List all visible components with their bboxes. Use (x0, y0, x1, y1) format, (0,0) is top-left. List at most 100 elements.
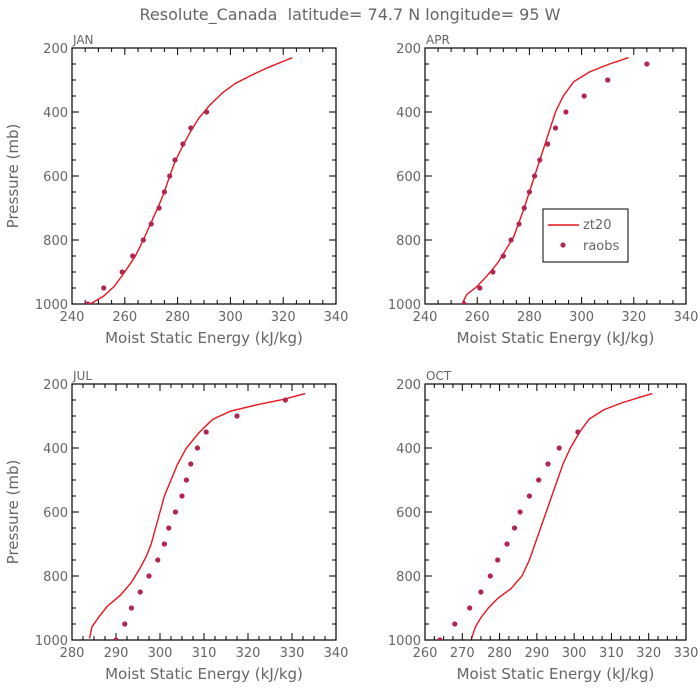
panel-label: OCT (426, 369, 452, 383)
raobs-point (532, 173, 538, 179)
x-tick-label: 320 (236, 646, 261, 661)
raobs-point (204, 109, 210, 115)
model-profile-line (462, 56, 629, 303)
panel-label: JUL (72, 369, 92, 383)
x-tick-label: 240 (413, 310, 438, 325)
y-tick-label: 400 (396, 106, 421, 121)
x-tick-label: 300 (218, 310, 243, 325)
x-tick-label: 320 (636, 646, 661, 661)
x-tick-label: 280 (165, 310, 190, 325)
x-tick-label: 300 (148, 646, 173, 661)
x-axis-label: Moist Static Energy (kJ/kg) (105, 329, 303, 347)
raobs-point (495, 557, 501, 563)
raobs-point (146, 573, 152, 579)
x-axis-label: Moist Static Energy (kJ/kg) (457, 665, 655, 683)
y-axis-label: Pressure (mb) (4, 460, 22, 565)
x-tick-label: 310 (192, 646, 217, 661)
raobs-point (452, 621, 458, 627)
raobs-point (537, 157, 543, 163)
raobs-point (148, 221, 154, 227)
raobs-point (526, 493, 533, 499)
plot-data (85, 56, 293, 304)
raobs-point (128, 605, 134, 611)
raobs-point (526, 189, 533, 195)
y-tick-label: 800 (43, 570, 68, 585)
raobs-point (508, 237, 514, 243)
x-tick-label: 260 (465, 310, 490, 325)
panel-apr: APR 240 260 280 300 320 340 200 400 600 800 1000 Moi… (388, 33, 699, 347)
x-tick-label: 340 (324, 310, 349, 325)
raobs-point (179, 493, 185, 499)
raobs-point (101, 285, 107, 291)
y-tick-label: 200 (43, 42, 68, 57)
x-axis-label: Moist Static Energy (kJ/kg) (105, 665, 303, 683)
raobs-point (282, 397, 288, 403)
raobs-point (188, 461, 194, 467)
x-tick-label: 310 (599, 646, 624, 661)
x-tick-label: 260 (112, 310, 137, 325)
x-tick-label: 290 (524, 646, 549, 661)
raobs-point (552, 125, 559, 131)
y-axis-label: Pressure (mb) (4, 124, 22, 229)
x-tick-label: 340 (324, 646, 349, 661)
raobs-point (563, 109, 569, 115)
panel-grid: JAN 240 260 280 300 320 340 200 400 600 800 1000 Moi… (4, 33, 698, 683)
model-profile-line (470, 392, 653, 639)
raobs-point (521, 205, 527, 211)
panel-oct: OCT 260 270 280 290 300 310 320 330 200 400 600 800 1… (388, 369, 699, 683)
raobs-point (545, 461, 551, 467)
y-tick-label: 1000 (35, 298, 68, 313)
x-tick-label: 280 (487, 646, 512, 661)
raobs-point (581, 93, 587, 99)
y-tick-label: 400 (43, 106, 68, 121)
x-tick-label: 300 (562, 646, 587, 661)
raobs-point (155, 557, 161, 563)
plot-frame (424, 383, 687, 641)
plot-frame (71, 47, 337, 305)
raobs-point (478, 589, 484, 595)
raobs-point (194, 445, 200, 451)
y-tick-label: 800 (396, 234, 421, 249)
x-tick-label: 270 (450, 646, 475, 661)
y-tick-label: 1000 (35, 634, 68, 649)
y-tick-label: 200 (43, 378, 68, 393)
y-tick-label: 600 (396, 506, 421, 521)
raobs-point (516, 221, 522, 227)
raobs-point (605, 77, 611, 83)
plot-data (437, 392, 653, 640)
x-tick-label: 320 (271, 310, 296, 325)
raobs-point (180, 141, 186, 147)
panel-jan: JAN 240 260 280 300 320 340 200 400 600 800 1000 Moi… (4, 33, 348, 347)
x-tick-label: 290 (104, 646, 129, 661)
y-tick-label: 600 (396, 170, 421, 185)
raobs-point (167, 173, 173, 179)
raobs-point (161, 189, 167, 195)
y-tick-label: 1000 (388, 634, 421, 649)
raobs-point (644, 61, 650, 67)
x-tick-label: 280 (60, 646, 85, 661)
legend-entry-model: zt20 (583, 218, 611, 233)
x-tick-label: 320 (621, 310, 646, 325)
raobs-point (461, 301, 467, 304)
plot-frame (71, 383, 337, 641)
x-tick-label: 340 (674, 310, 699, 325)
model-profile-line (88, 56, 293, 304)
raobs-point (161, 541, 167, 547)
raobs-point (188, 125, 194, 131)
raobs-point (140, 237, 146, 243)
legend-entry-obs: raobs (583, 239, 620, 254)
legend: zt20 raobs (542, 208, 629, 263)
raobs-point (556, 445, 562, 451)
raobs-point (504, 541, 510, 547)
x-tick-label: 300 (569, 310, 594, 325)
model-profile-line (88, 392, 306, 639)
raobs-point (487, 573, 493, 579)
x-tick-label: 240 (60, 310, 85, 325)
raobs-point (172, 157, 178, 163)
raobs-point (156, 205, 162, 211)
y-tick-label: 400 (396, 442, 421, 457)
plot-data (88, 392, 306, 640)
x-tick-label: 280 (517, 310, 542, 325)
raobs-point (172, 509, 178, 515)
